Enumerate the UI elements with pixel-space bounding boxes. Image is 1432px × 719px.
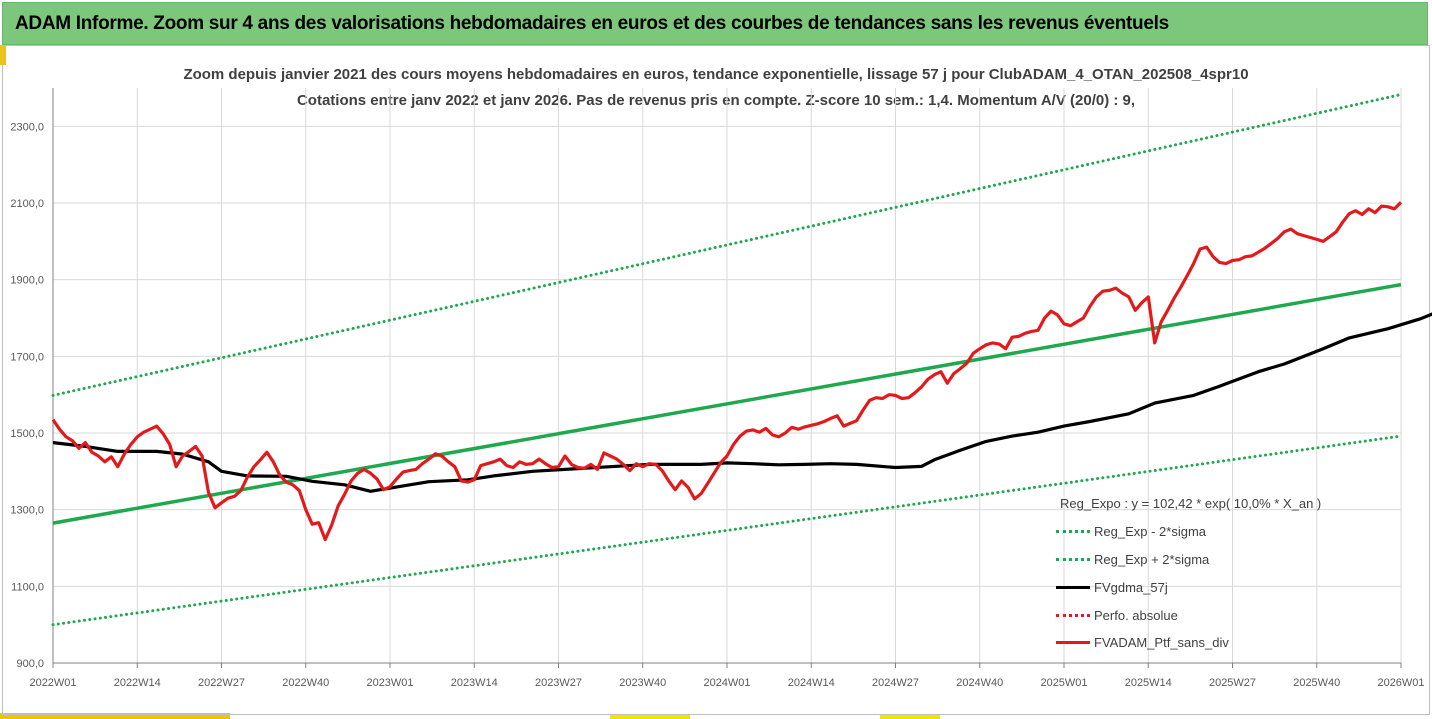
x-tick-label: 2026W01 bbox=[1377, 677, 1424, 689]
accent-bar-left bbox=[0, 45, 6, 65]
x-tick-label: 2024W01 bbox=[703, 677, 750, 689]
x-tick-label: 2024W14 bbox=[788, 677, 835, 689]
x-tick-label: 2023W01 bbox=[366, 677, 413, 689]
x-tick-label: 2025W27 bbox=[1209, 677, 1256, 689]
accent-bar-bottom-2 bbox=[610, 715, 690, 719]
x-tick-label: 2022W14 bbox=[114, 677, 161, 689]
x-tick-label: 2022W27 bbox=[198, 677, 245, 689]
x-tick-label: 2025W01 bbox=[1040, 677, 1087, 689]
legend-entry: Reg_Expo : y = 102,42 * exp( 10,0% * X_a… bbox=[1056, 490, 1321, 518]
report-title: ADAM Informe. Zoom sur 4 ans des valoris… bbox=[15, 13, 1169, 34]
y-tick-label: 2100,0 bbox=[10, 198, 44, 210]
legend-entry: Reg_Exp - 2*sigma bbox=[1056, 518, 1296, 546]
y-tick-label: 1700,0 bbox=[10, 351, 44, 363]
legend-entry: Reg_Exp + 2*sigma bbox=[1056, 546, 1296, 574]
legend-entry: FVADAM_Ptf_sans_div bbox=[1056, 629, 1296, 657]
series-line-3 bbox=[52, 312, 1432, 493]
x-tick-label: 2022W40 bbox=[282, 677, 329, 689]
x-tick-label: 2023W14 bbox=[451, 677, 498, 689]
y-tick-label: 1500,0 bbox=[10, 428, 44, 440]
y-tick-label: 1300,0 bbox=[10, 505, 44, 517]
accent-bar-bottom-3 bbox=[880, 715, 940, 719]
legend-label: Reg_Expo : y = 102,42 * exp( 10,0% * X_a… bbox=[1060, 496, 1322, 512]
y-tick-label: 1100,0 bbox=[11, 581, 44, 593]
series-line-1 bbox=[51, 434, 1403, 627]
x-tick-label: 2024W40 bbox=[956, 677, 1003, 689]
legend-label: Reg_Exp + 2*sigma bbox=[1094, 551, 1210, 567]
legend-entry: Perfo. absolue bbox=[1056, 601, 1296, 629]
x-tick-label: 2023W40 bbox=[619, 677, 666, 689]
x-tick-label: 2024W27 bbox=[872, 677, 919, 689]
legend-label: FVADAM_Ptf_sans_div bbox=[1094, 635, 1229, 651]
chart-frame bbox=[2, 45, 1430, 715]
legend-label: Reg_Exp - 2*sigma bbox=[1094, 524, 1206, 540]
x-tick-label: 2025W40 bbox=[1293, 677, 1340, 689]
legend-swatch bbox=[1056, 641, 1090, 645]
legend-label: Perfo. absolue bbox=[1094, 607, 1178, 623]
chart-title: Zoom depuis janvier 2021 des cours moyen… bbox=[183, 66, 1249, 83]
report-banner: ADAM Informe. Zoom sur 4 ans des valoris… bbox=[2, 2, 1428, 45]
y-tick-label: 1900,0 bbox=[10, 275, 44, 287]
y-tick-label: 900,0 bbox=[16, 658, 44, 670]
legend-swatch bbox=[1056, 613, 1090, 617]
legend-swatch bbox=[1056, 530, 1090, 534]
legend-swatch bbox=[1056, 585, 1090, 589]
series-line-2 bbox=[51, 93, 1403, 397]
x-tick-label: 2022W01 bbox=[29, 677, 76, 689]
legend-entry: FVgdma_57j bbox=[1056, 573, 1296, 601]
legend-label: FVgdma_57j bbox=[1094, 579, 1168, 595]
chart-legend: Reg_Expo : y = 102,42 * exp( 10,0% * X_a… bbox=[1056, 490, 1321, 657]
y-tick-label: 2300,0 bbox=[10, 121, 44, 133]
series-line-5 bbox=[51, 201, 1403, 542]
chart-subtitle: Cotations entre janv 2022 et janv 2026. … bbox=[296, 92, 1136, 109]
x-tick-label: 2023W27 bbox=[535, 677, 582, 689]
legend-swatch bbox=[1056, 557, 1090, 561]
x-tick-label: 2025W14 bbox=[1125, 677, 1172, 689]
accent-bar-bottom bbox=[0, 713, 230, 719]
series-line-0 bbox=[52, 282, 1402, 525]
